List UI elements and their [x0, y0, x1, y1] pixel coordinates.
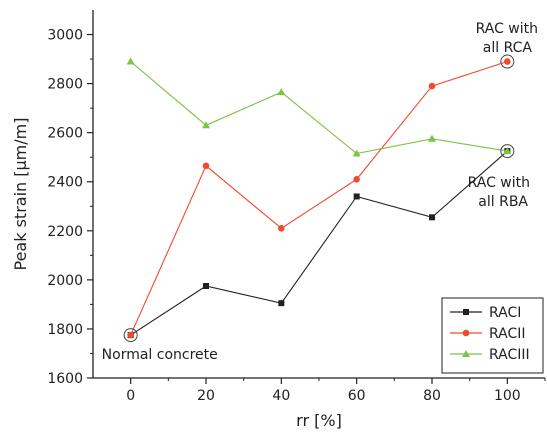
y-tick-label: 2600 — [47, 126, 83, 142]
y-tick-label: 2800 — [47, 77, 83, 93]
data-point-racii — [428, 82, 436, 90]
x-axis-title: rr [%] — [296, 411, 342, 430]
legend-box — [441, 297, 544, 374]
data-point-raciii — [352, 149, 361, 157]
legend-item-raci: RACI — [450, 305, 521, 321]
x-tick-label: 0 — [126, 388, 135, 404]
x-tick-label: 80 — [423, 388, 441, 404]
y-tick-label: 1800 — [47, 322, 83, 338]
legend-item-raciii: RACIII — [450, 347, 530, 363]
legend-marker-racii — [462, 329, 470, 337]
series-line-racii — [130, 60, 508, 336]
annotation-rca-line2: all RCA — [483, 40, 533, 56]
y-tick-label: 3000 — [47, 28, 83, 44]
data-point-racii — [353, 175, 360, 183]
legend: RACI RACII RACIII — [441, 297, 544, 374]
y-tick-label: 2400 — [47, 175, 83, 191]
data-point-raci — [353, 193, 360, 200]
legend-marker-raci — [463, 309, 469, 315]
y-tick-label: 1600 — [47, 371, 83, 387]
legend-label-racii: RACII — [489, 326, 526, 342]
annotation-rba-line1: RAC with — [468, 175, 530, 191]
x-tick-label: 100 — [494, 388, 521, 404]
annotation-circle-rba — [500, 144, 515, 159]
data-point-racii — [278, 225, 285, 232]
data-point-raciii — [428, 134, 436, 142]
data-point-raciii — [202, 121, 210, 129]
series-line-raci — [130, 150, 508, 336]
data-point-raci — [429, 214, 435, 221]
series-raciii — [126, 57, 512, 157]
annotation-rba-line2: all RBA — [478, 194, 528, 210]
axes: 1600 1800 2000 2200 2400 2600 2800 3000 0 20 40 60 8… — [11, 10, 546, 430]
legend-item-racii: RACII — [450, 326, 526, 342]
data-point-racii — [127, 331, 134, 339]
series-racii — [127, 58, 511, 339]
data-point-raciii — [277, 88, 286, 96]
y-tick-label: 2000 — [47, 273, 83, 289]
annotation-rca-line1: RAC with — [476, 21, 538, 37]
annotation-normal-concrete: Normal concrete — [102, 347, 218, 363]
data-point-raciii — [126, 57, 135, 65]
legend-label-raci: RACI — [489, 305, 521, 321]
x-tick-label: 20 — [197, 388, 215, 404]
x-tick-label: 40 — [272, 388, 290, 404]
series-layer — [126, 57, 512, 339]
data-point-racii — [202, 162, 210, 170]
legend-label-raciii: RACIII — [489, 347, 530, 363]
data-point-raci — [278, 300, 285, 307]
data-point-raciii — [503, 147, 512, 155]
data-point-raci — [203, 283, 209, 289]
x-tick-label: 60 — [348, 388, 366, 404]
series-line-raciii — [130, 61, 508, 155]
annotation-circle-rca — [500, 54, 515, 69]
legend-marker-raciii — [462, 350, 470, 357]
annotation-circle-normal — [123, 328, 138, 343]
y-axis-title: Peak strain [μm/m] — [11, 118, 30, 271]
annotations: Normal concrete RAC with all RCA RAC with al… — [102, 21, 538, 363]
y-tick-label: 2200 — [47, 224, 83, 240]
data-point-racii — [504, 58, 511, 65]
